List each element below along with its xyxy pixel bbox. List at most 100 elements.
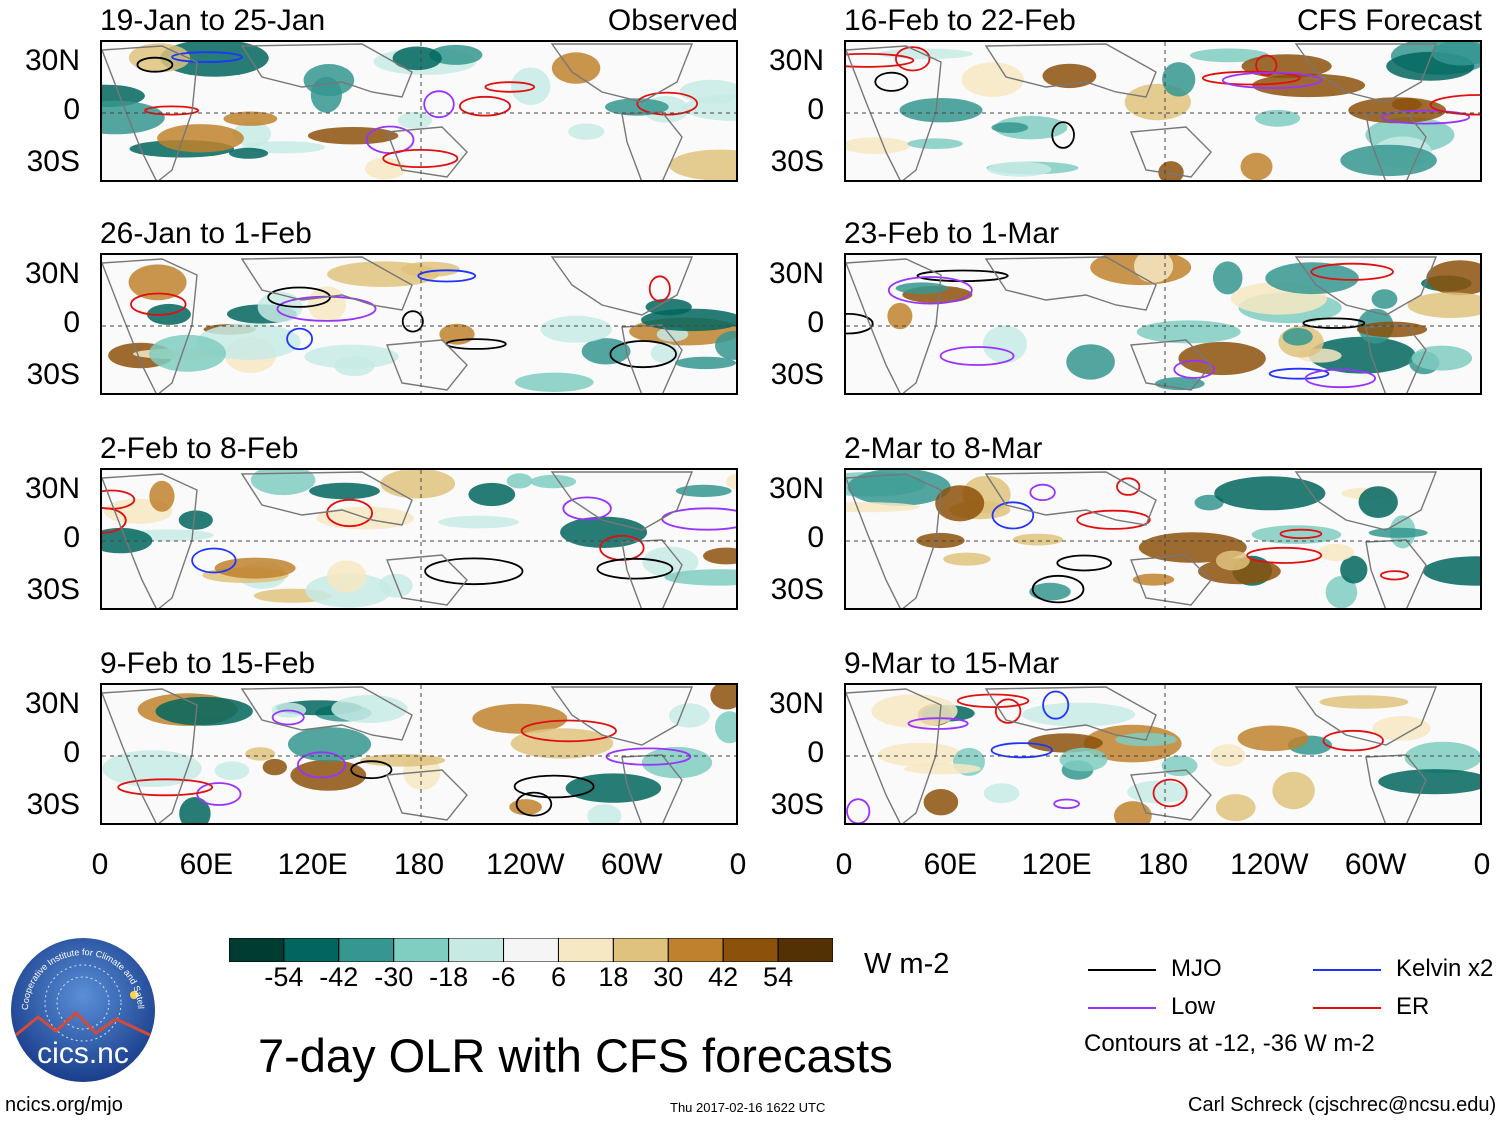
x-tick-label: 0 bbox=[91, 848, 109, 881]
colorbar-tick-label: -30 bbox=[374, 962, 414, 992]
olr-anomaly-blob bbox=[675, 356, 736, 370]
coastline bbox=[1130, 339, 1212, 391]
olr-anomaly-blob bbox=[1237, 725, 1309, 752]
olr-anomaly-blob bbox=[1189, 48, 1269, 63]
olr-anomaly-blob bbox=[439, 323, 475, 345]
olr-anomaly-blob bbox=[1272, 771, 1315, 810]
coastline bbox=[984, 256, 1157, 311]
coastline bbox=[621, 754, 683, 823]
coastline bbox=[846, 688, 942, 823]
olr-anomaly-blob bbox=[1411, 345, 1473, 371]
olr-anomaly-blob bbox=[510, 728, 614, 759]
coastline bbox=[386, 126, 468, 178]
contour-line bbox=[887, 276, 973, 305]
olr-anomaly-blob bbox=[1158, 161, 1184, 180]
olr-anomaly-blob bbox=[1194, 494, 1224, 511]
coastline bbox=[1365, 539, 1427, 608]
olr-anomaly-blob bbox=[1210, 744, 1246, 767]
contour-line bbox=[458, 95, 511, 117]
olr-anomaly-blob bbox=[214, 557, 296, 579]
contour-line bbox=[1304, 368, 1376, 389]
olr-anomaly-blob bbox=[364, 157, 406, 180]
olr-anomaly-blob bbox=[1178, 341, 1266, 376]
olr-anomaly-blob bbox=[1114, 801, 1152, 823]
contour-note: Contours at -12, -36 W m-2 bbox=[1084, 1030, 1375, 1057]
coastline bbox=[621, 111, 683, 180]
olr-anomaly-blob bbox=[380, 470, 456, 499]
olr-map-panel bbox=[100, 253, 738, 395]
x-tick-label: 120W bbox=[1230, 848, 1309, 881]
olr-anomaly-blob bbox=[1431, 42, 1480, 66]
coastline bbox=[102, 45, 198, 180]
y-tick-label: 30S bbox=[770, 788, 824, 821]
contour-line bbox=[990, 742, 1053, 759]
coastline bbox=[550, 43, 694, 103]
contour-line bbox=[423, 90, 455, 119]
coastline bbox=[984, 43, 1157, 98]
colorbar-swatch bbox=[557, 937, 614, 963]
contour-line bbox=[1031, 574, 1085, 604]
contour-line bbox=[520, 719, 617, 743]
olr-anomaly-blob bbox=[907, 138, 963, 149]
contour-line bbox=[1076, 509, 1151, 530]
legend-label: MJO bbox=[1171, 955, 1222, 982]
contour-line bbox=[136, 56, 174, 73]
olr-anomaly-blob bbox=[472, 703, 568, 734]
contour-line bbox=[874, 71, 909, 92]
olr-anomaly-blob bbox=[587, 804, 622, 823]
olr-anomaly-blob bbox=[994, 115, 1068, 140]
contour-line bbox=[117, 778, 214, 797]
olr-anomaly-blob bbox=[214, 761, 250, 780]
x-tick-label: 60W bbox=[600, 848, 663, 881]
olr-anomaly-blob bbox=[307, 286, 347, 323]
olr-anomaly-blob bbox=[1348, 97, 1447, 124]
olr-anomaly-field bbox=[846, 255, 1480, 393]
contour-line bbox=[562, 496, 612, 521]
olr-anomaly-blob bbox=[987, 161, 1052, 177]
y-tick-label: 30N bbox=[768, 257, 824, 290]
olr-anomaly-blob bbox=[157, 124, 244, 153]
contour-line bbox=[894, 46, 931, 72]
olr-anomaly-blob bbox=[309, 482, 380, 500]
y-tick-label: 30S bbox=[770, 145, 824, 178]
olr-anomaly-blob bbox=[1378, 769, 1480, 795]
olr-anomaly-blob bbox=[360, 754, 446, 767]
olr-anomaly-field bbox=[846, 42, 1480, 180]
coastline bbox=[1365, 111, 1427, 180]
contour-line bbox=[1246, 546, 1323, 564]
olr-map-panel bbox=[844, 253, 1482, 395]
olr-map-panel bbox=[844, 468, 1482, 610]
colorbar-tick-label: -42 bbox=[319, 962, 359, 992]
olr-anomaly-blob bbox=[1214, 476, 1326, 511]
olr-anomaly-blob bbox=[1240, 152, 1273, 180]
legend-swatch-low bbox=[1088, 1007, 1156, 1009]
contour-line bbox=[1152, 778, 1188, 808]
coastline bbox=[240, 256, 413, 311]
contour-line bbox=[191, 547, 237, 574]
panel-title: 26-Jan to 1-Feb bbox=[100, 217, 312, 250]
coastline bbox=[621, 324, 683, 393]
coastline bbox=[1130, 769, 1212, 821]
contour-line bbox=[1429, 94, 1480, 116]
contour-line bbox=[1201, 70, 1301, 86]
legend-label: Low bbox=[1171, 993, 1216, 1020]
olr-anomaly-blob bbox=[899, 98, 983, 123]
olr-anomaly-blob bbox=[1426, 260, 1480, 296]
olr-anomaly-blob bbox=[1340, 144, 1437, 177]
olr-anomaly-blob bbox=[1371, 289, 1398, 309]
y-tick-label: 0 bbox=[63, 736, 80, 769]
contour-line bbox=[271, 709, 305, 726]
x-tick-label: 0 bbox=[729, 848, 747, 881]
olr-map-panel bbox=[100, 468, 738, 610]
footer-url[interactable]: ncics.org/mjo bbox=[5, 1094, 123, 1116]
olr-anomaly-blob bbox=[1022, 702, 1136, 727]
x-tick-label: 120W bbox=[486, 848, 565, 881]
olr-anomaly-blob bbox=[645, 298, 692, 316]
contour-line bbox=[956, 693, 1030, 709]
coastline bbox=[102, 473, 198, 608]
olr-anomaly-blob bbox=[511, 67, 551, 106]
legend-label: ER bbox=[1396, 993, 1430, 1020]
olr-map-panel bbox=[100, 683, 738, 825]
olr-anomaly-blob bbox=[1215, 550, 1250, 571]
olr-anomaly-blob bbox=[334, 356, 375, 377]
